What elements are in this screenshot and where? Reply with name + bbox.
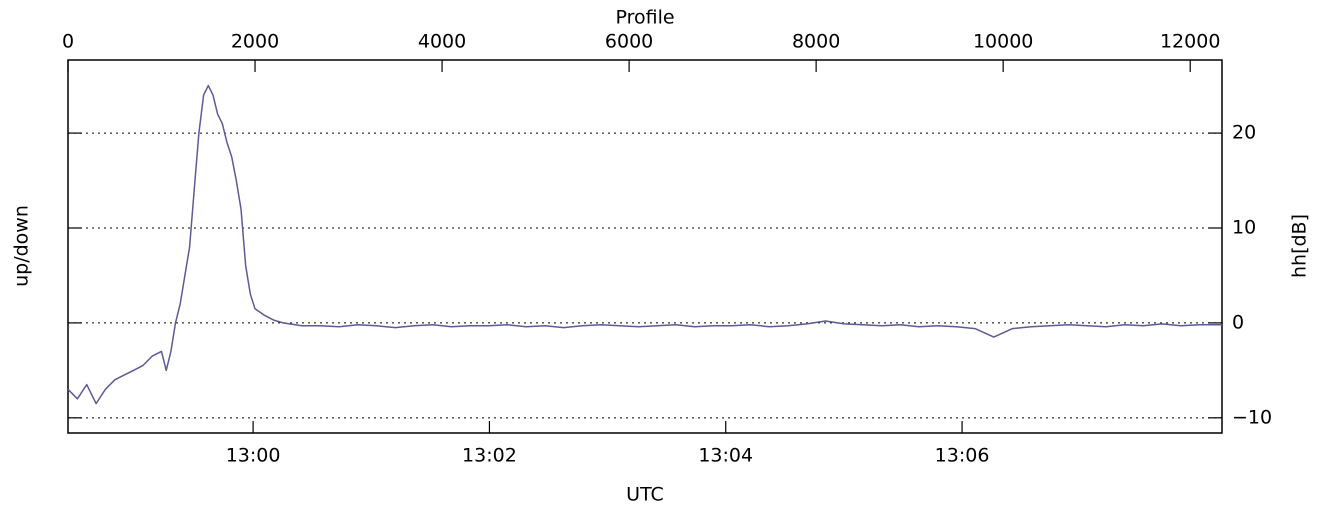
- y2-axis-label: hh[dB]: [1289, 214, 1311, 278]
- x-tick-label: 0: [62, 31, 74, 53]
- x2-tick-label: 13:02: [462, 445, 517, 467]
- x-tick-label: 10000: [973, 31, 1033, 53]
- x-axis-label: Profile: [615, 7, 674, 29]
- x-tick-label: 2000: [231, 31, 279, 53]
- x2-tick-label: 13:06: [935, 445, 990, 467]
- y-axis-label: up/down: [11, 205, 33, 287]
- x-tick-label: 8000: [792, 31, 840, 53]
- y2-tick-label: 10: [1232, 216, 1256, 238]
- plot-frame: [67, 59, 1223, 434]
- x-tick-label: 4000: [418, 31, 466, 53]
- x2-tick-label: 13:04: [698, 445, 753, 467]
- y2-tick-label: 0: [1232, 311, 1244, 333]
- x2-axis-label: UTC: [626, 484, 664, 506]
- data-line: [67, 84, 1222, 405]
- x-tick-label: 12000: [1160, 31, 1220, 53]
- y2-tick-label: 20: [1232, 122, 1256, 144]
- x-tick-label: 6000: [605, 31, 653, 53]
- x2-tick-label: 13:00: [226, 445, 281, 467]
- y2-tick-label: −10: [1232, 406, 1272, 428]
